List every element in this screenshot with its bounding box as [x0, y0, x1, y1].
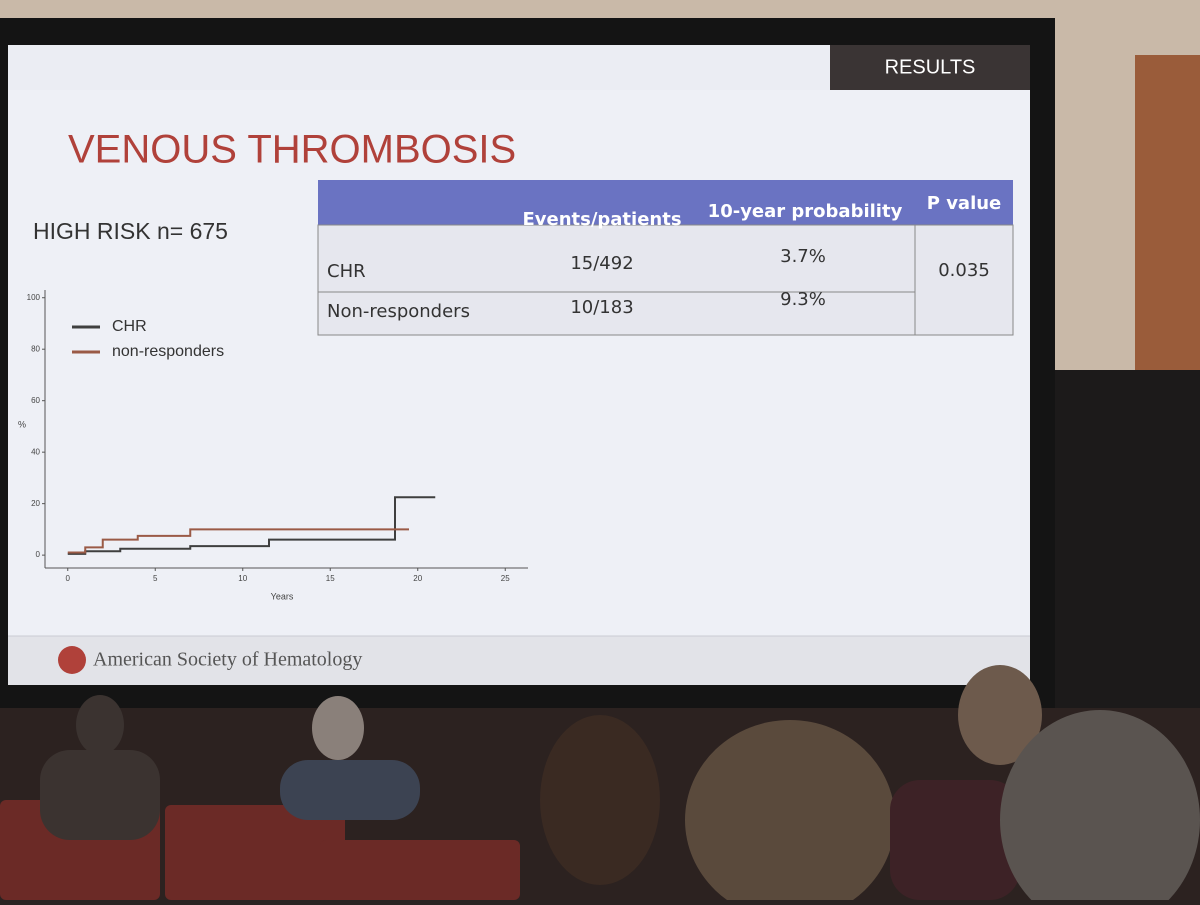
table-cell: 15/492 [570, 253, 633, 274]
y-tick-label: 80 [31, 344, 40, 353]
y-tick-label: 60 [31, 396, 40, 405]
head [685, 720, 895, 905]
slide-footer [8, 636, 1030, 685]
y-tick-label: 40 [31, 447, 40, 456]
wood-panel [1135, 55, 1200, 370]
y-tick-label: 0 [36, 550, 41, 559]
table-cell: 10/183 [570, 297, 633, 318]
head [958, 665, 1042, 765]
x-axis-label: Years [271, 591, 294, 601]
y-axis-label: % [18, 419, 26, 429]
table-header: P value [927, 193, 1002, 214]
legend-label: CHR [112, 318, 147, 335]
table-cell: CHR [327, 261, 366, 282]
x-tick-label: 20 [413, 574, 422, 583]
x-tick-label: 10 [238, 574, 247, 583]
head [540, 715, 660, 885]
body [890, 780, 1020, 900]
audience [40, 665, 1200, 905]
slide [8, 45, 1030, 685]
x-tick-label: 0 [66, 574, 71, 583]
section-tab [830, 45, 1030, 90]
km-chart: % Years 0 20 40 60 80 100 0 5 10 15 20 25 CHR non-res… [18, 290, 528, 601]
x-tick-label: 15 [326, 574, 335, 583]
seat-row [320, 840, 520, 900]
x-tick-label: 5 [153, 574, 158, 583]
footer-text: American Society of Hematology [93, 649, 362, 671]
seats [0, 800, 520, 900]
table-cell: 3.7% [780, 246, 826, 267]
table-body [317, 224, 1014, 336]
section-label: RESULTS [885, 56, 976, 78]
table-cell: Non-responders [327, 301, 470, 322]
legend-label: non-responders [112, 343, 224, 360]
curtain [1050, 370, 1200, 710]
km-curve [67, 528, 409, 554]
table-cell: 9.3% [780, 289, 826, 310]
y-tick-label: 20 [31, 499, 40, 508]
head [1000, 710, 1200, 905]
x-tick-label: 25 [501, 574, 510, 583]
y-tick-label: 100 [27, 293, 41, 302]
head [312, 696, 364, 760]
table-header-bg [318, 180, 1013, 225]
head [76, 695, 124, 755]
body [40, 750, 160, 840]
slide-top [8, 45, 830, 90]
logo [58, 646, 86, 674]
body [280, 760, 420, 820]
table-header: Events/patients [522, 209, 681, 230]
p-value: 0.035 [938, 260, 990, 281]
subtitle: HIGH RISK n= 675 [33, 218, 228, 244]
seat-row [165, 805, 345, 900]
slide-title: VENOUS THROMBOSIS [68, 128, 516, 172]
table-header: 10-year probability [708, 201, 903, 222]
